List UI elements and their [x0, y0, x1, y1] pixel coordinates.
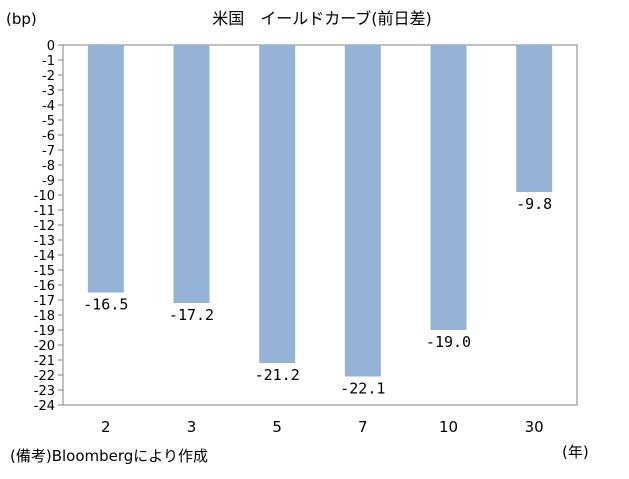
data-label-2: -16.5	[83, 296, 128, 314]
data-label-5: -21.2	[255, 366, 300, 384]
data-label-3: -17.2	[169, 306, 214, 324]
y-tick-label: -15	[34, 264, 55, 279]
x-tick-label: 2	[101, 418, 111, 436]
y-tick-label: 0	[47, 39, 55, 54]
x-axis-unit-label: (年)	[562, 443, 589, 461]
y-tick-label: -17	[34, 294, 55, 309]
bar-series: -16.5 -17.2 -21.2 -22.1 -19.0 -9.8	[83, 45, 552, 398]
y-tick-label: -23	[34, 384, 55, 399]
y-tick-label: -2	[42, 69, 55, 84]
y-tick-label: -4	[42, 99, 55, 114]
y-tick-label: -16	[34, 279, 55, 294]
y-tick-label: -24	[34, 399, 55, 414]
bar-3	[173, 45, 210, 303]
y-tick-label: -1	[42, 54, 55, 69]
y-tick-label: -8	[42, 159, 55, 174]
y-tick-label: -7	[42, 144, 55, 159]
x-axis: 2 3 5 7 10 30	[101, 418, 544, 436]
y-tick-label: -10	[34, 189, 55, 204]
y-tick-label: -22	[34, 369, 55, 384]
data-label-7: -22.1	[340, 380, 385, 398]
y-tick-label: -18	[34, 309, 55, 324]
x-tick-label: 10	[439, 418, 458, 436]
y-tick-label: -21	[34, 354, 55, 369]
y-tick-label: -19	[34, 324, 55, 339]
bar-5	[259, 45, 296, 363]
y-axis: 0-1-2-3-4-5-6-7-8-9-10-11-12-13-14-15-16…	[34, 39, 63, 414]
data-label-10: -19.0	[426, 333, 471, 351]
y-tick-label: -13	[34, 234, 55, 249]
bar-7	[344, 45, 381, 377]
y-tick-label: -5	[42, 114, 55, 129]
chart-title: 米国 イールドカーブ(前日差)	[212, 9, 432, 28]
y-tick-label: -12	[34, 219, 55, 234]
bar-10	[430, 45, 467, 330]
data-label-30: -9.8	[516, 195, 552, 213]
y-tick-label: -3	[42, 84, 55, 99]
x-tick-label: 3	[187, 418, 197, 436]
y-tick-label: -6	[42, 129, 55, 144]
bar-30	[516, 45, 553, 192]
bar-2	[87, 45, 124, 293]
x-tick-label: 5	[272, 418, 282, 436]
x-tick-label: 7	[358, 418, 368, 436]
y-tick-label: -20	[34, 339, 55, 354]
x-tick-label: 30	[525, 418, 544, 436]
plot-area	[62, 44, 578, 406]
y-tick-label: -9	[42, 174, 55, 189]
y-axis-unit-label: (bp)	[6, 10, 37, 28]
y-tick-label: -14	[34, 249, 55, 264]
y-tick-label: -11	[34, 204, 55, 219]
source-note: (備考)Bloombergにより作成	[10, 447, 208, 465]
